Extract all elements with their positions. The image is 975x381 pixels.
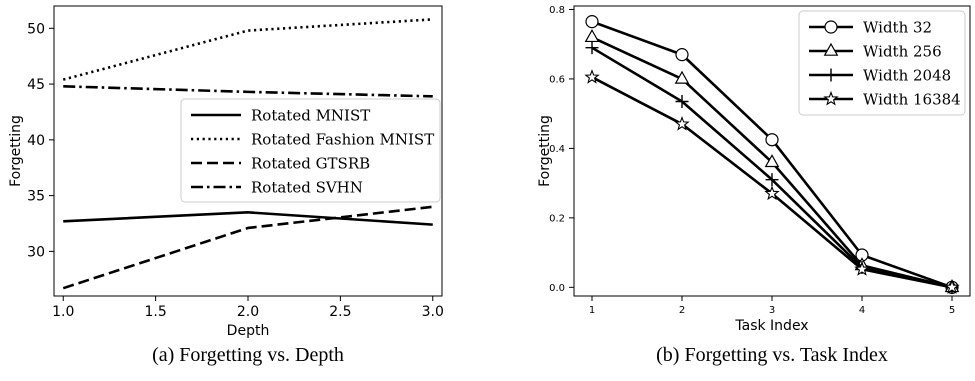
legend-label: Width 2048 [863, 66, 951, 84]
y-axis-label: Forgetting [8, 115, 24, 187]
x-axis-label: Task Index [734, 318, 808, 334]
x-tick-label: 3.0 [422, 304, 444, 320]
x-tick-label: 1 [589, 305, 595, 316]
x-axis-label: Depth [227, 323, 270, 339]
data-point-marker [765, 173, 779, 187]
x-tick-label: 4 [859, 305, 865, 316]
x-tick-label: 3 [769, 305, 775, 316]
y-tick-label: 45 [27, 77, 45, 93]
series-line [62, 205, 433, 290]
data-point-marker [674, 70, 690, 84]
chart-forgetting-vs-depth: 1.0 1.5 2.0 2.5 3.0 30 35 40 45 50 Depth Forgetting… [8, 5, 444, 366]
data-point-marker [764, 185, 780, 201]
legend-frame [180, 98, 441, 203]
legend: Rotated MNIST Rotated Fashion MNIST Rotate… [180, 98, 441, 203]
y-tick-label: 35 [27, 189, 45, 205]
data-point-marker [585, 41, 599, 55]
x-tick-label: 2.5 [329, 304, 351, 320]
series-line [62, 18, 433, 81]
figure-caption: (b) Forgetting vs. Task Index [656, 344, 888, 366]
data-point-marker [584, 29, 600, 43]
legend-label: Width 16384 [863, 90, 961, 108]
x-tick-label: 1.5 [144, 304, 166, 320]
legend-frame [798, 10, 966, 116]
data-point-marker [944, 279, 960, 294]
data-point-marker [585, 15, 599, 29]
x-tick-label: 1.0 [52, 304, 74, 320]
y-tick-label: 0.0 [549, 283, 565, 294]
x-tick-label: 5 [949, 305, 955, 316]
legend-label: Width 32 [863, 18, 932, 36]
y-tick-label: 50 [27, 21, 45, 37]
y-tick-label: 0.4 [549, 144, 565, 155]
data-point-marker [675, 95, 689, 109]
data-point-marker [584, 69, 600, 84]
legend-label: Rotated MNIST [251, 106, 370, 124]
y-tick-label: 40 [27, 133, 45, 149]
legend-label: Rotated SVHN [251, 178, 363, 196]
y-axis-label: Forgetting [537, 115, 553, 187]
x-tick-label: 2.0 [237, 304, 259, 320]
data-point-marker [854, 261, 870, 276]
legend-marker [824, 20, 838, 34]
legend-label: Width 256 [863, 42, 942, 60]
series-line [63, 85, 433, 98]
data-point-marker [674, 116, 690, 131]
legend-label: Rotated Fashion MNIST [251, 130, 434, 148]
y-tick-label: 0.6 [549, 75, 565, 86]
legend-label: Rotated GTSRB [251, 154, 370, 172]
data-point-marker [675, 48, 689, 62]
legend: Width 32 Width 256 Width 2048 Width 16384 [798, 10, 966, 116]
legend-marker [823, 42, 839, 56]
legend-marker [823, 90, 839, 106]
legend-marker [824, 68, 838, 82]
figure-caption: (a) Forgetting vs. Depth [152, 344, 344, 366]
y-tick-label: 30 [27, 244, 45, 260]
y-tick-label: 0.8 [549, 5, 565, 16]
data-point-marker [764, 154, 780, 168]
x-tick-label: 2 [679, 305, 685, 316]
data-point-marker [765, 133, 779, 147]
y-tick-label: 0.2 [549, 213, 565, 224]
series-line [63, 211, 433, 226]
chart-forgetting-vs-task-index: 1 2 3 4 5 0.0 0.2 0.4 0.6 0.8 Task Index Forgetting… [537, 5, 971, 366]
